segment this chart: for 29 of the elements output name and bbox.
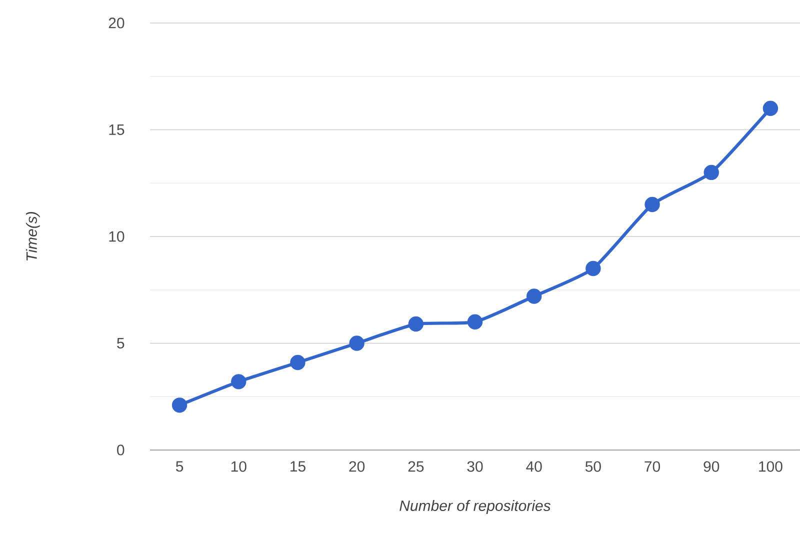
y-axis-title: Time(s) (26, 212, 40, 260)
point (408, 316, 424, 332)
x-tick-label: 90 (704, 461, 720, 472)
point (467, 314, 483, 330)
x-tick-label: 50 (585, 461, 601, 472)
point (231, 374, 246, 390)
x-tick-label: 25 (408, 461, 424, 472)
point (290, 354, 306, 370)
point (172, 398, 188, 413)
point (644, 196, 660, 212)
y-tick-label: 10 (109, 231, 124, 242)
x-tick-label: 20 (349, 461, 365, 472)
point (704, 164, 719, 180)
point (526, 288, 542, 304)
x-tick-label: 15 (290, 461, 306, 472)
y-tick-label: 20 (108, 18, 124, 28)
y-tick-label: 15 (109, 124, 124, 135)
x-tick-label: 30 (467, 461, 483, 472)
x-tick-label: 5 (176, 461, 184, 472)
x-tick-label: 100 (759, 461, 782, 472)
y-tick-label: 5 (117, 338, 124, 348)
x-tick-label: 70 (644, 461, 660, 472)
x-tick-label: 40 (526, 461, 542, 472)
x-axis-title: Number of repositories (400, 500, 551, 514)
point (586, 260, 601, 276)
x-tick-label: 10 (231, 461, 246, 472)
point (762, 100, 778, 116)
y-tick-label: 0 (117, 444, 124, 456)
point (349, 336, 364, 351)
